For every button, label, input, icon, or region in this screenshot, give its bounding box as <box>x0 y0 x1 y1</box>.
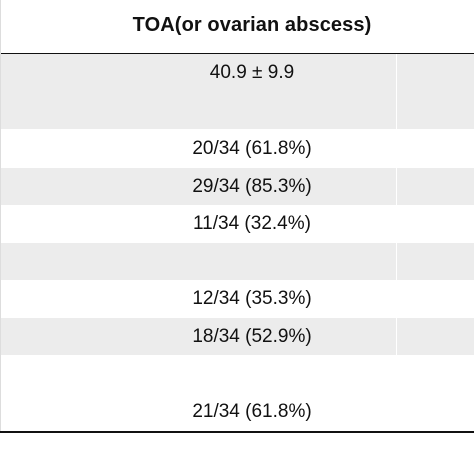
table-left-edge <box>0 0 1 432</box>
table-row: 40.9 ± 9.9 <box>0 54 474 92</box>
column-header-toa: TOA(or ovarian abscess) <box>132 14 372 36</box>
column-divider <box>396 54 397 92</box>
table-row: 11/34 (32.4%) <box>0 205 474 243</box>
table-cell: 20/34 (61.8%) <box>192 138 312 159</box>
table-row: 29/34 (85.3%) <box>0 167 474 205</box>
table-bottom-rule <box>0 431 474 433</box>
table-cell: 21/34 (61.8%) <box>192 401 312 422</box>
table-row <box>0 91 474 129</box>
table-cell: 29/34 (85.3%) <box>192 175 312 197</box>
table-row: 20/34 (61.8%) <box>0 130 474 168</box>
table-row: 21/34 (61.8%) <box>0 393 474 431</box>
column-divider <box>396 317 397 355</box>
table-row <box>0 242 474 280</box>
column-divider <box>396 167 397 205</box>
table-cell: 40.9 ± 9.9 <box>209 62 295 83</box>
table-row: 12/34 (35.3%) <box>0 280 474 318</box>
column-divider <box>396 242 397 280</box>
table-header: TOA(or ovarian abscess) <box>0 0 474 54</box>
table-row <box>0 355 474 393</box>
table-cell: 18/34 (52.9%) <box>192 325 312 347</box>
column-divider <box>396 91 397 129</box>
table-cell: 11/34 (32.4%) <box>193 213 311 234</box>
table-row: 18/34 (52.9%) <box>0 317 474 355</box>
table-cell: 12/34 (35.3%) <box>192 288 312 309</box>
